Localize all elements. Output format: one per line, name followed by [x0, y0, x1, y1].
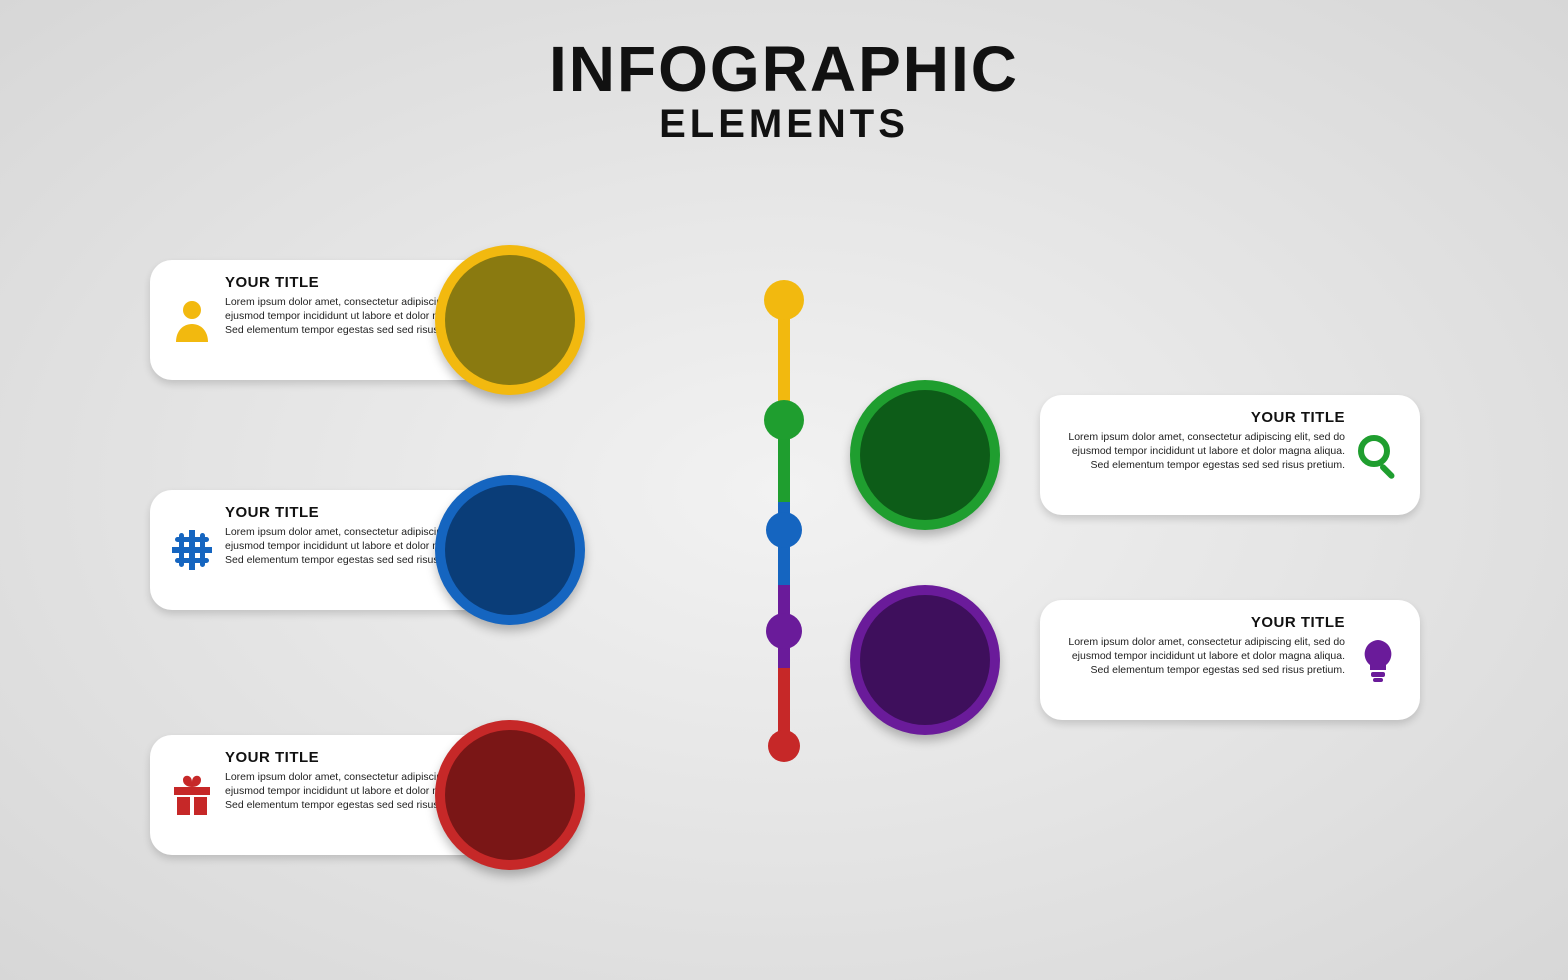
- timeline-dot: [764, 400, 804, 440]
- card-circle: 05: [435, 720, 585, 870]
- center-timeline: [778, 300, 790, 760]
- card-circle: 01: [435, 245, 585, 395]
- card-pill: YOUR TITLE Lorem ipsum dolor amet, consec…: [1040, 395, 1420, 515]
- timeline-dot: [766, 512, 802, 548]
- card-icon-slot: [168, 526, 216, 574]
- card-circle-ring: [445, 485, 575, 615]
- card-body: Lorem ipsum dolor amet, consectetur adip…: [1060, 635, 1345, 678]
- card-body: Lorem ipsum dolor amet, consectetur adip…: [1060, 430, 1345, 473]
- card-circle-ring: [860, 595, 990, 725]
- card-circle: 02: [850, 380, 1000, 530]
- card-circle-ring: [860, 390, 990, 520]
- card-pill: YOUR TITLE Lorem ipsum dolor amet, consec…: [1040, 600, 1420, 720]
- person-icon: [168, 296, 216, 344]
- card-title: YOUR TITLE: [1060, 614, 1345, 631]
- card-circle: 04: [850, 585, 1000, 735]
- card-icon-slot: [1354, 431, 1402, 479]
- card-title: YOUR TITLE: [1060, 409, 1345, 426]
- heading: INFOGRAPHIC ELEMENTS: [0, 32, 1568, 147]
- timeline-dot: [766, 613, 802, 649]
- gift-icon: [168, 771, 216, 819]
- card-circle-ring: [445, 730, 575, 860]
- timeline-dot: [764, 280, 804, 320]
- card-circle: 03: [435, 475, 585, 625]
- card-icon-slot: [168, 296, 216, 344]
- card-icon-slot: [1354, 636, 1402, 684]
- magnifier-icon: [1354, 431, 1402, 479]
- heading-title: INFOGRAPHIC: [0, 32, 1568, 106]
- heading-subtitle: ELEMENTS: [0, 102, 1568, 147]
- globe-icon: [168, 526, 216, 574]
- card-icon-slot: [168, 771, 216, 819]
- bulb-icon: [1354, 636, 1402, 684]
- card-circle-ring: [445, 255, 575, 385]
- timeline-dot: [768, 730, 800, 762]
